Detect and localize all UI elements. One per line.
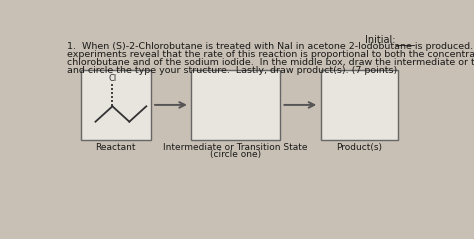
Text: Product(s): Product(s)	[336, 143, 382, 152]
Bar	[191, 70, 280, 140]
Text: experiments reveal that the rate of this reaction is proportional to both the co: experiments reveal that the rate of this…	[66, 50, 474, 59]
Text: Initial:____: Initial:____	[365, 34, 415, 45]
Text: chlorobutane and of the sodium iodide.  In the middle box, draw the intermediate: chlorobutane and of the sodium iodide. I…	[66, 58, 474, 67]
Bar	[81, 70, 151, 140]
Text: (circle one): (circle one)	[210, 150, 261, 159]
Text: Intermediate or Transition State: Intermediate or Transition State	[164, 143, 308, 152]
Text: 1.  When (S)-2-Chlorobutane is treated with NaI in acetone 2-Iodobutane is produ: 1. When (S)-2-Chlorobutane is treated wi…	[66, 42, 474, 51]
Text: Reactant: Reactant	[96, 143, 136, 152]
Text: and circle the type your structure.  Lastly, draw product(s). (7 points): and circle the type your structure. Last…	[66, 66, 397, 75]
Bar	[321, 70, 398, 140]
Text: Cl: Cl	[108, 74, 117, 83]
